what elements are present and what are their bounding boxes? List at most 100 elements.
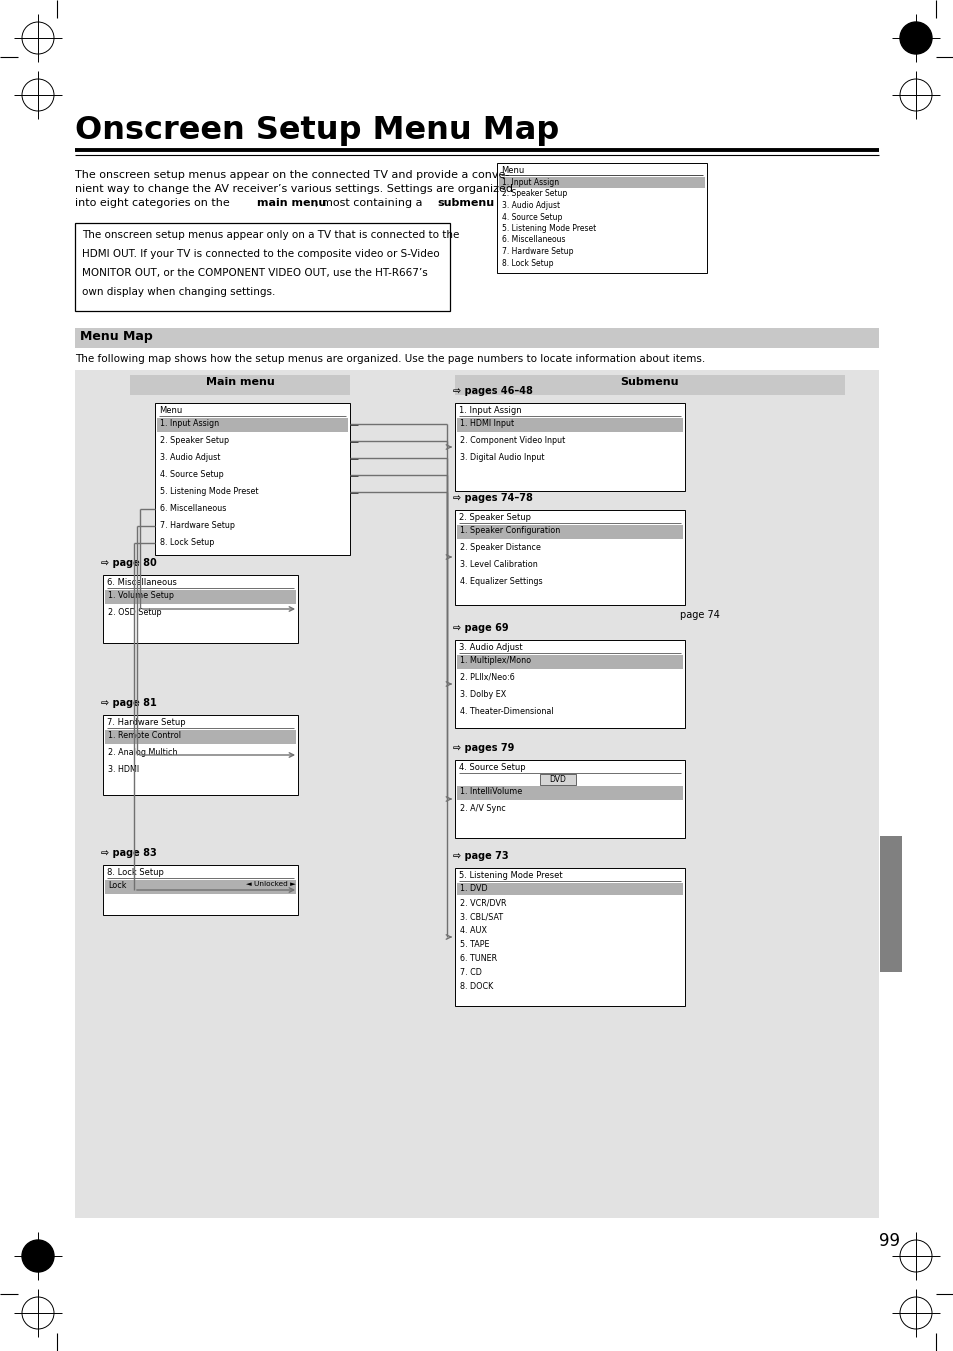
Text: .: .	[485, 199, 489, 208]
Bar	[455, 867, 684, 1006]
Text: , most containing a: , most containing a	[314, 199, 426, 208]
Text: 1. IntelliVolume: 1. IntelliVolume	[459, 788, 521, 796]
Text: 1. Speaker Configuration: 1. Speaker Configuration	[459, 526, 559, 535]
Bar	[455, 640, 684, 728]
Text: 2. Speaker Setup: 2. Speaker Setup	[160, 436, 229, 444]
Text: 2. PLIIx/Neo:6: 2. PLIIx/Neo:6	[459, 673, 515, 682]
Text: submenu: submenu	[436, 199, 494, 208]
Text: main menu: main menu	[256, 199, 326, 208]
Text: Menu: Menu	[500, 166, 524, 176]
Text: 3. Digital Audio Input: 3. Digital Audio Input	[459, 453, 544, 462]
Text: 2. Analog Multich: 2. Analog Multich	[108, 748, 177, 757]
Text: 1. DVD: 1. DVD	[459, 884, 487, 893]
Text: 1. Multiplex/Mono: 1. Multiplex/Mono	[459, 657, 531, 665]
Text: 1. Input Assign: 1. Input Assign	[501, 178, 558, 186]
Text: ⇨ page 73: ⇨ page 73	[453, 851, 508, 861]
Text: Menu: Menu	[159, 407, 182, 415]
Text: ⇨ page 81: ⇨ page 81	[101, 698, 156, 708]
Text: 4. Equalizer Settings: 4. Equalizer Settings	[459, 577, 542, 586]
Bar	[105, 590, 295, 604]
Text: 8. DOCK: 8. DOCK	[459, 982, 493, 992]
Bar	[456, 655, 682, 669]
Text: ⇨ pages 79: ⇨ pages 79	[453, 743, 514, 753]
Bar	[75, 328, 878, 349]
Text: 3. HDMI: 3. HDMI	[108, 765, 139, 774]
Text: 1. Input Assign: 1. Input Assign	[458, 407, 521, 415]
Bar	[154, 403, 350, 555]
Text: 8. Lock Setup: 8. Lock Setup	[160, 538, 214, 547]
Text: 3. CBL/SAT: 3. CBL/SAT	[459, 912, 502, 921]
Text: 4. Source Setup: 4. Source Setup	[160, 470, 224, 480]
Bar	[456, 417, 682, 432]
Bar	[498, 177, 704, 188]
Bar	[497, 163, 706, 273]
Bar	[455, 376, 844, 394]
Text: 3. Audio Adjust: 3. Audio Adjust	[501, 201, 559, 209]
Bar	[130, 376, 350, 394]
Text: own display when changing settings.: own display when changing settings.	[82, 286, 275, 297]
Bar	[103, 715, 297, 794]
Text: ⇨ page 80: ⇨ page 80	[101, 558, 156, 567]
Text: 3. Audio Adjust: 3. Audio Adjust	[458, 643, 522, 653]
Bar	[157, 417, 348, 432]
Text: ⇨ page 83: ⇨ page 83	[101, 848, 156, 858]
Text: 2. OSD Setup: 2. OSD Setup	[108, 608, 161, 617]
Text: 2. Speaker Distance: 2. Speaker Distance	[459, 543, 540, 553]
Text: nient way to change the AV receiver’s various settings. Settings are organized: nient way to change the AV receiver’s va…	[75, 184, 513, 195]
Text: 3. Dolby EX: 3. Dolby EX	[459, 690, 506, 698]
Text: 4. AUX: 4. AUX	[459, 925, 486, 935]
Circle shape	[22, 1240, 54, 1273]
Text: 3. Level Calibration: 3. Level Calibration	[459, 561, 537, 569]
Text: 99: 99	[878, 1232, 899, 1250]
Bar	[456, 526, 682, 539]
Text: 6. TUNER: 6. TUNER	[459, 954, 497, 963]
Text: 8. Lock Setup: 8. Lock Setup	[501, 258, 553, 267]
Bar	[103, 865, 297, 915]
Text: Main menu: Main menu	[206, 377, 274, 386]
Text: 1. Volume Setup: 1. Volume Setup	[108, 590, 173, 600]
Text: 5. Listening Mode Preset: 5. Listening Mode Preset	[458, 871, 562, 880]
Bar	[75, 370, 878, 1219]
Text: Lock: Lock	[108, 881, 127, 890]
Text: 2. VCR/DVR: 2. VCR/DVR	[459, 898, 506, 907]
Text: into eight categories on the: into eight categories on the	[75, 199, 233, 208]
Text: MONITOR OUT, or the COMPONENT VIDEO OUT, use the HT-R667’s: MONITOR OUT, or the COMPONENT VIDEO OUT,…	[82, 267, 427, 278]
Text: ◄ Unlocked ►: ◄ Unlocked ►	[246, 881, 295, 888]
Text: 1. Remote Control: 1. Remote Control	[108, 731, 181, 740]
Text: 6. Miscellaneous: 6. Miscellaneous	[107, 578, 176, 586]
Text: 6. Miscellaneous: 6. Miscellaneous	[160, 504, 226, 513]
Bar	[455, 403, 684, 490]
Text: 7. Hardware Setup: 7. Hardware Setup	[160, 521, 234, 530]
Text: 7. Hardware Setup: 7. Hardware Setup	[107, 717, 186, 727]
Text: 5. Listening Mode Preset: 5. Listening Mode Preset	[501, 224, 596, 232]
Bar	[103, 576, 297, 643]
Text: DVD: DVD	[549, 775, 566, 784]
Text: 7. CD: 7. CD	[459, 969, 481, 977]
Bar	[75, 223, 450, 311]
Text: 5. TAPE: 5. TAPE	[459, 940, 489, 948]
Circle shape	[899, 22, 931, 54]
Text: 2. Speaker Setup: 2. Speaker Setup	[501, 189, 567, 199]
Bar	[105, 730, 295, 744]
Text: 4. Source Setup: 4. Source Setup	[501, 212, 561, 222]
Text: 2. Speaker Setup: 2. Speaker Setup	[458, 513, 531, 521]
Bar	[879, 836, 901, 973]
Text: Submenu: Submenu	[620, 377, 679, 386]
Text: ⇨ pages 74–78: ⇨ pages 74–78	[453, 493, 533, 503]
Text: Onscreen Setup Menu Map: Onscreen Setup Menu Map	[75, 115, 558, 146]
Text: 1. Input Assign: 1. Input Assign	[160, 419, 219, 428]
Text: 3. Audio Adjust: 3. Audio Adjust	[160, 453, 220, 462]
Text: 1. HDMI Input: 1. HDMI Input	[459, 419, 514, 428]
Text: The following map shows how the setup menus are organized. Use the page numbers : The following map shows how the setup me…	[75, 354, 704, 363]
Bar	[105, 880, 295, 894]
Bar	[456, 884, 682, 894]
Bar	[455, 509, 684, 605]
Text: HDMI OUT. If your TV is connected to the composite video or S-Video: HDMI OUT. If your TV is connected to the…	[82, 249, 439, 259]
Text: 2. A/V Sync: 2. A/V Sync	[459, 804, 505, 813]
Text: 4. Source Setup: 4. Source Setup	[458, 763, 525, 771]
Bar	[456, 786, 682, 800]
Bar	[539, 774, 576, 785]
Text: ⇨ pages 46–48: ⇨ pages 46–48	[453, 386, 533, 396]
Text: 5. Listening Mode Preset: 5. Listening Mode Preset	[160, 486, 258, 496]
Text: ⇨ page 69: ⇨ page 69	[453, 623, 508, 634]
